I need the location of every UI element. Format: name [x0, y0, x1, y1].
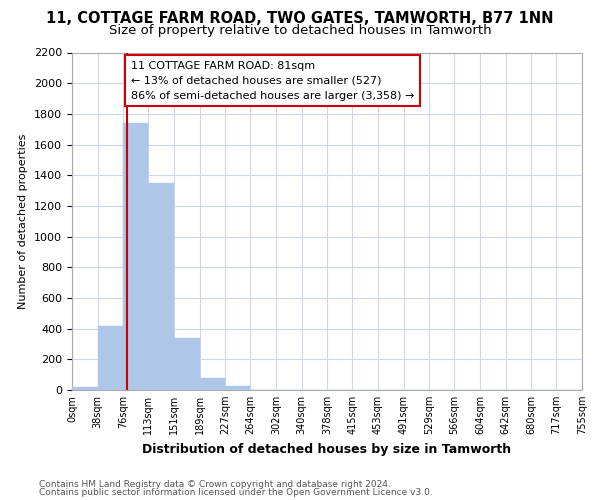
Bar	[124, 123, 148, 390]
Text: 11 COTTAGE FARM ROAD: 81sqm
← 13% of detached houses are smaller (527)
86% of se: 11 COTTAGE FARM ROAD: 81sqm ← 13% of det…	[131, 61, 414, 100]
Bar	[98, 326, 124, 390]
Bar	[226, 386, 250, 390]
Text: Size of property relative to detached houses in Tamworth: Size of property relative to detached ho…	[109, 24, 491, 37]
Bar	[174, 338, 200, 390]
Text: 11, COTTAGE FARM ROAD, TWO GATES, TAMWORTH, B77 1NN: 11, COTTAGE FARM ROAD, TWO GATES, TAMWOR…	[46, 11, 554, 26]
Bar	[148, 183, 174, 390]
Text: Contains HM Land Registry data © Crown copyright and database right 2024.: Contains HM Land Registry data © Crown c…	[39, 480, 391, 489]
X-axis label: Distribution of detached houses by size in Tamworth: Distribution of detached houses by size …	[142, 442, 512, 456]
Y-axis label: Number of detached properties: Number of detached properties	[19, 134, 28, 309]
Bar	[200, 378, 226, 390]
Text: Contains public sector information licensed under the Open Government Licence v3: Contains public sector information licen…	[39, 488, 433, 497]
Bar	[72, 387, 98, 390]
